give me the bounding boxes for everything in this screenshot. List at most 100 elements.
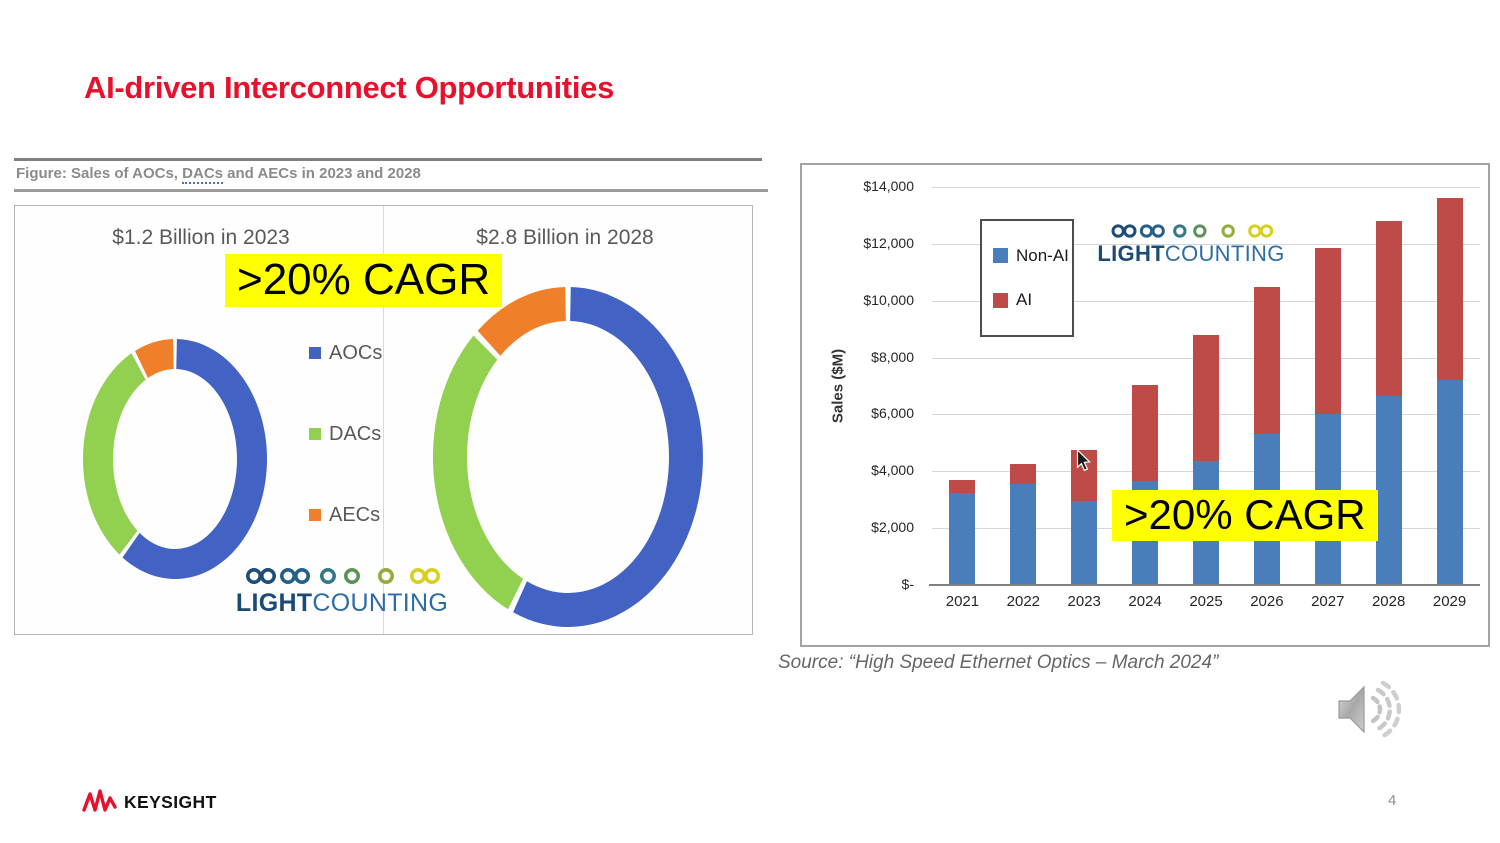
gridline: [932, 243, 1480, 245]
bead-circle: [1139, 224, 1153, 238]
source-citation: Source: “High Speed Ethernet Optics – Ma…: [778, 652, 1219, 673]
y-tick-label: $4,000: [871, 462, 914, 479]
donut-segment-aecs-2023: [135, 339, 174, 378]
donut-figure-box: $1.2 Billion in 2023 $2.8 Billion in 202…: [14, 205, 753, 635]
donut-segment-aecs-2028: [477, 287, 566, 356]
x-tick-label: 2026: [1250, 593, 1284, 610]
aocs-swatch: [309, 347, 321, 359]
sales-bar-chart-box: Sales ($M) $- $2,000 $4,000 $6,000 $8,000 $10…: [800, 163, 1490, 647]
legend-item-aecs: AECs: [309, 503, 382, 527]
aecs-swatch: [309, 509, 321, 521]
lightcounting-wordmark: LIGHTCOUNTING: [1097, 241, 1285, 266]
lightcounting-beads-icon: [244, 568, 441, 584]
bead-circle: [259, 568, 276, 584]
figure-caption-prefix: Figure: Sales of AOCs,: [16, 165, 183, 182]
bar-ai-2021: [949, 479, 976, 493]
x-tick-label: 2022: [1006, 593, 1041, 610]
aocs-label: AOCs: [329, 341, 383, 364]
figure-caption: Figure: Sales of AOCs, DACs and AECs in …: [16, 165, 421, 184]
bar-ai-2028: [1375, 221, 1402, 396]
lightcounting-logo: LIGHTCOUNTING: [235, 564, 449, 618]
bead-circle: [320, 568, 337, 584]
legend-item-dacs: DACs: [309, 422, 382, 446]
panel-divider: [383, 206, 384, 634]
y-tick-label: $-: [901, 576, 914, 592]
bead-circle: [344, 568, 361, 584]
bead-circle: [293, 568, 310, 584]
y-tick-label: $14,000: [863, 178, 914, 194]
lightcounting-logo: LIGHTCOUNTING: [1095, 221, 1287, 267]
y-tick-label: $10,000: [863, 291, 914, 308]
donut-chart-2023: [82, 339, 268, 579]
y-tick-label: $12,000: [863, 234, 914, 251]
legend-item-non-ai: Non-AI: [993, 246, 1072, 266]
y-tick-label: $2,000: [871, 519, 914, 536]
dacs-label: DACs: [329, 422, 382, 445]
donut-segment-dacs-2028: [432, 335, 524, 610]
non-ai-swatch: [993, 248, 1008, 264]
slide-title: AI-driven Interconnect Opportunities: [84, 70, 615, 105]
ai-swatch: [993, 292, 1008, 308]
donut-chart-2028: [432, 287, 703, 627]
keysight-logo: KEYSIGHT: [82, 789, 217, 815]
bead-circle: [1192, 224, 1207, 238]
lightcounting-wordmark: LIGHTCOUNTING: [235, 589, 449, 617]
y-tick-label: $8,000: [871, 348, 914, 365]
bead-circle: [1172, 224, 1187, 238]
bead-circle: [1122, 224, 1136, 238]
bar-non-ai-2022: [1010, 484, 1037, 585]
bead-circle: [246, 568, 262, 584]
figure-caption-dacs: DACs: [182, 165, 223, 184]
ai-label: AI: [1016, 290, 1033, 310]
bead-circle: [424, 568, 441, 584]
x-tick-label: 2027: [1311, 593, 1345, 610]
bar-ai-2029: [1436, 198, 1463, 381]
donut-segment-aocs-2028: [513, 287, 703, 627]
cagr-highlight-left: >20% CAGR: [225, 254, 503, 308]
x-tick-label: 2025: [1189, 593, 1223, 610]
x-tick-label: 2023: [1067, 593, 1101, 610]
bead-circle: [1150, 224, 1165, 238]
bead-circle: [378, 568, 395, 584]
mouse-cursor-icon: [1076, 449, 1091, 472]
bar-chart-legend: Non-AI AI: [980, 219, 1074, 337]
bar-non-ai-2023: [1071, 501, 1098, 585]
keysight-wordmark: KEYSIGHT: [124, 791, 217, 812]
donut-segment-aocs-2023: [122, 339, 268, 579]
non-ai-label: Non-AI: [1016, 245, 1069, 265]
bar-non-ai-2029: [1436, 380, 1463, 585]
x-tick-label: 2024: [1128, 593, 1162, 610]
lightcounting-beads-icon: [1109, 224, 1273, 238]
figure-caption-rule: [14, 189, 768, 192]
x-tick-label: 2028: [1371, 593, 1406, 610]
bar-ai-2026: [1253, 286, 1280, 435]
audio-speaker-icon[interactable]: [1333, 676, 1407, 744]
figure-top-rule: [14, 158, 762, 161]
legend-item-ai: AI: [993, 290, 1072, 310]
cagr-highlight-right: >20% CAGR: [1112, 490, 1378, 542]
donut-legend: AOCs DACs AECs: [309, 341, 382, 527]
aecs-label: AECs: [329, 503, 381, 526]
keysight-spark-icon: [82, 789, 117, 812]
gridline: [932, 300, 1480, 302]
gridline: [932, 187, 1480, 188]
bar-non-ai-2028: [1375, 395, 1402, 585]
bar-ai-2024: [1132, 384, 1159, 482]
x-axis-line: [929, 584, 1480, 586]
x-tick-label: 2029: [1432, 593, 1467, 610]
x-tick-label: 2021: [945, 593, 980, 610]
figure-caption-suffix: and AECs in 2023 and 2028: [223, 165, 421, 182]
bead-circle: [1259, 224, 1273, 238]
y-tick-label: $6,000: [871, 405, 914, 422]
donut-2028-title: $2.8 Billion in 2028: [476, 226, 654, 249]
bar-ai-2025: [1193, 334, 1219, 462]
bar-ai-2027: [1314, 248, 1341, 415]
bar-non-ai-2021: [949, 492, 976, 585]
legend-item-aocs: AOCs: [309, 341, 382, 365]
page-number: 4: [1388, 792, 1397, 809]
bead-circle: [279, 568, 296, 584]
donut-2023-title: $1.2 Billion in 2023: [112, 226, 290, 249]
bar-plot-area: $- $2,000 $4,000 $6,000 $8,000 $10,000 $12,000…: [863, 178, 1480, 610]
bead-circle: [1111, 224, 1125, 238]
